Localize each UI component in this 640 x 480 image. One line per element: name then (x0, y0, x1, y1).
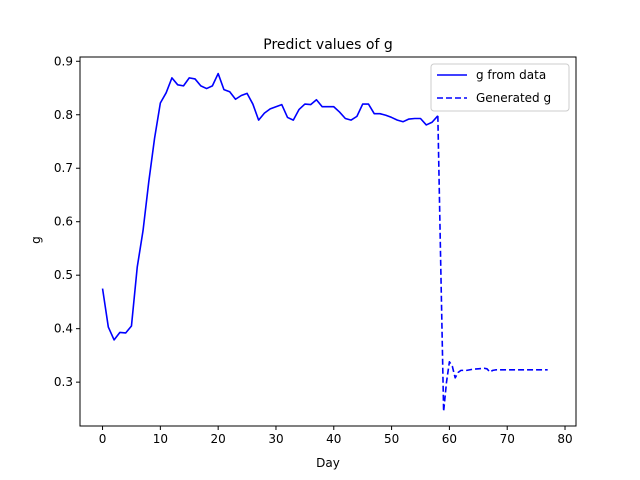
x-tick-label: 50 (384, 432, 399, 446)
x-tick-label: 40 (326, 432, 341, 446)
y-tick-label: 0.7 (54, 161, 73, 175)
y-tick-label: 0.9 (54, 54, 73, 68)
y-axis-ticks: 0.3 0.4 0.5 0.6 0.7 0.8 0.9 (54, 54, 80, 389)
y-tick-label: 0.8 (54, 108, 73, 122)
x-axis-label: Day (316, 456, 340, 470)
x-tick-label: 80 (557, 432, 572, 446)
plot-frame (79, 56, 577, 427)
x-tick-label: 70 (500, 432, 515, 446)
x-tick-label: 0 (99, 432, 107, 446)
x-axis-ticks: 0 10 20 30 40 50 60 70 80 (99, 426, 573, 446)
y-axis-label: g (29, 236, 43, 244)
series-line-g-from-data (101, 72, 439, 341)
plot-area (79, 56, 577, 427)
chart-title: Predict values of g (263, 37, 393, 53)
y-tick-label: 0.4 (54, 322, 73, 336)
series-layer (101, 72, 548, 413)
x-tick-label: 60 (442, 432, 457, 446)
y-tick-label: 0.3 (54, 375, 73, 389)
series-line-generated-g (437, 115, 548, 413)
x-tick-label: 20 (211, 432, 226, 446)
y-tick-label: 0.5 (54, 268, 73, 282)
y-tick-label: 0.6 (54, 215, 73, 229)
x-tick-label: 30 (268, 432, 283, 446)
legend-label-generated-g: Generated g (476, 91, 551, 105)
chart-legend: g from data Generated g (430, 63, 570, 112)
legend-label-g-from-data: g from data (476, 68, 546, 82)
x-tick-label: 10 (153, 432, 168, 446)
